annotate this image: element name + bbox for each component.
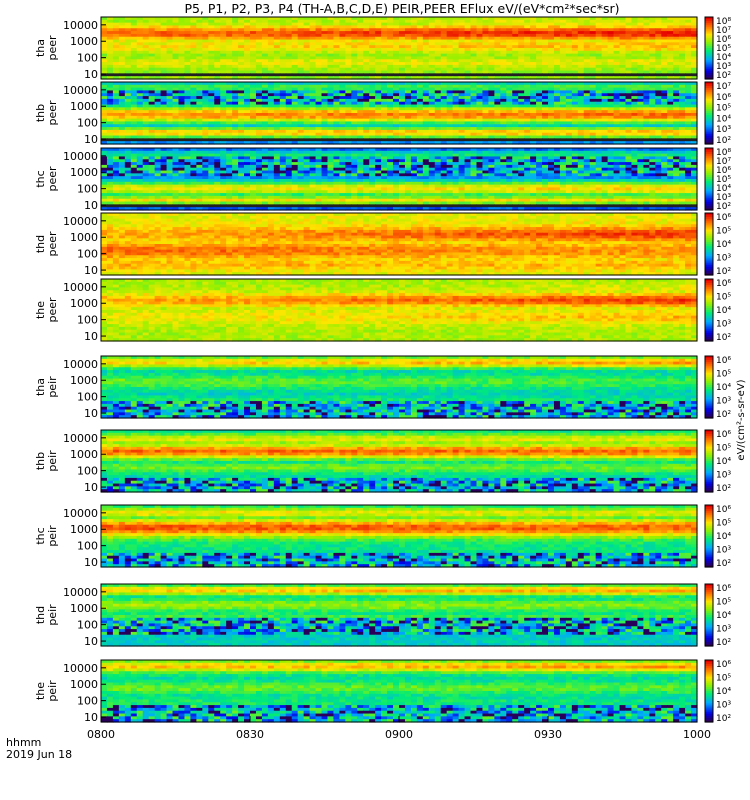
colorbar-tick-label: 10⁴ xyxy=(716,114,731,124)
colorbar-tick-label: 10² xyxy=(716,136,731,146)
panel-thb-peer: 10 100 1000 10000 thb peer 10²10³10⁴10⁵10⁶10⁷ xyxy=(34,82,731,146)
colorbar-tick-label: 10⁴ xyxy=(716,53,731,63)
colorbar: 10²10³10⁴10⁵10⁶10⁷ xyxy=(705,82,731,146)
y-tick-label: 10000 xyxy=(63,84,98,97)
colorbar-tick-label: 10² xyxy=(716,71,731,81)
colorbar-tick-label: 10³ xyxy=(716,62,731,72)
heatmap-cells xyxy=(101,17,698,80)
colorbar-tick-label: 10⁷ xyxy=(716,26,731,36)
colorbar-tick-label: 10⁶ xyxy=(716,35,731,45)
y-tick-label: 10 xyxy=(84,68,98,81)
y-tick-label: 10 xyxy=(84,133,98,146)
colorbar-tick-label: 10⁸ xyxy=(716,17,731,27)
y-tick-label: 100 xyxy=(77,52,98,65)
panel-ylabel: thb peer xyxy=(34,100,59,126)
chart-title: P5, P1, P2, P3, P4 (TH-A,B,C,D,E) PEIR,P… xyxy=(184,1,619,16)
colorbar-tick-label: 10⁶ xyxy=(716,93,731,103)
heatmap-cells xyxy=(101,82,698,145)
panel-ylabel: tha peer xyxy=(34,35,59,61)
colorbar-tick-label: 10⁵ xyxy=(716,104,731,114)
y-tick-label: 10000 xyxy=(63,19,98,32)
y-tick-label: 100 xyxy=(77,117,98,130)
colorbar-tick-label: 10³ xyxy=(716,125,731,135)
panel-thc-peer: 10100100010000thc peer10²10³10⁴10⁵10⁶10⁷1… xyxy=(34,148,731,212)
panel-tha-peer: 10 100 1000 10000 tha peer 10²10³10⁴10⁵10⁶10⁷1… xyxy=(34,17,731,81)
colorbar-tick-label: 10⁵ xyxy=(716,44,731,54)
y-tick-label: 1000 xyxy=(70,35,98,48)
y-tick-label: 1000 xyxy=(70,100,98,113)
heatmap-cells xyxy=(101,148,698,211)
colorbar-tick-label: 10⁷ xyxy=(716,82,731,92)
panel-species-label: peer xyxy=(46,100,59,126)
panel-species-label: peer xyxy=(46,35,59,61)
colorbar: 10²10³10⁴10⁵10⁶10⁷10⁸ xyxy=(705,17,731,81)
